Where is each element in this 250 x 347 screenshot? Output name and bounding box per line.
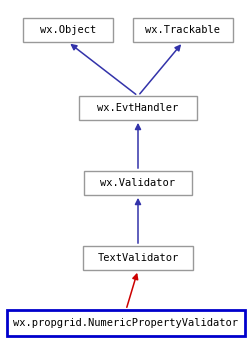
Text: wx.Validator: wx.Validator (100, 178, 175, 188)
Text: wx.EvtHandler: wx.EvtHandler (97, 103, 178, 113)
FancyBboxPatch shape (7, 310, 244, 336)
Text: wx.Trackable: wx.Trackable (145, 25, 220, 35)
Text: wx.propgrid.NumericPropertyValidator: wx.propgrid.NumericPropertyValidator (14, 318, 237, 328)
Text: wx.Object: wx.Object (40, 25, 96, 35)
FancyBboxPatch shape (83, 246, 192, 270)
FancyBboxPatch shape (132, 18, 232, 42)
FancyBboxPatch shape (23, 18, 112, 42)
Text: TextValidator: TextValidator (97, 253, 178, 263)
FancyBboxPatch shape (79, 96, 196, 120)
FancyBboxPatch shape (84, 171, 191, 195)
